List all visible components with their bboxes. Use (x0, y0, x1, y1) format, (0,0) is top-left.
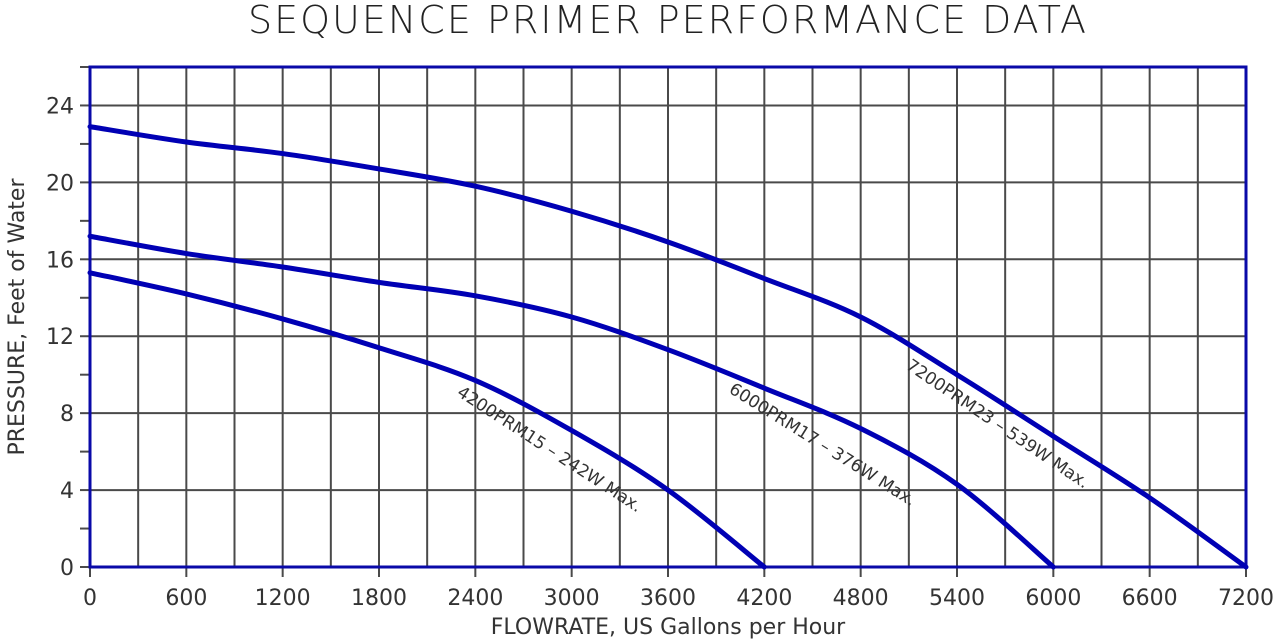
curves (87, 124, 1249, 570)
x-tick-label: 2400 (447, 586, 503, 611)
curve-label-4200prm15: 4200PRM15 – 242W Max. (453, 382, 645, 517)
x-tick-label: 0 (83, 586, 97, 611)
x-axis-label: FLOWRATE, US Gallons per Hour (491, 615, 846, 640)
x-tick-label: 1200 (255, 586, 311, 611)
y-axis-ticks: 0 4 8 12 16 20 24 (46, 66, 90, 581)
curve-6000prm17 (87, 233, 1056, 570)
grid-lines (90, 67, 1246, 567)
plot-frame (88, 65, 1248, 569)
y-axis-label: PRESSURE, Feet of Water (5, 178, 30, 456)
y-tick-label: 0 (60, 556, 74, 581)
x-tick-label: 4200 (736, 586, 792, 611)
y-tick-label: 24 (46, 94, 74, 119)
x-axis-ticks: 0 600 1200 1800 2400 3000 3600 4200 4800 5400 6000… (83, 567, 1274, 611)
y-tick-label: 12 (46, 325, 74, 350)
y-tick-label: 8 (60, 402, 74, 427)
curve-7200prm23 (87, 124, 1249, 570)
chart-title: SEQUENCE PRIMER PERFORMANCE DATA (248, 0, 1088, 42)
x-tick-label: 3000 (544, 586, 600, 611)
x-tick-label: 6000 (1025, 586, 1081, 611)
x-tick-label: 4800 (833, 586, 889, 611)
x-tick-label: 5400 (929, 586, 985, 611)
y-tick-label: 16 (46, 248, 74, 273)
x-tick-label: 7200 (1218, 586, 1274, 611)
x-tick-label: 3600 (640, 586, 696, 611)
curve-label-7200prm23: 7200PRM23 – 539W Max. (902, 356, 1092, 493)
curve-4200prm15 (87, 270, 767, 570)
y-tick-label: 20 (46, 171, 74, 196)
x-tick-label: 1800 (351, 586, 407, 611)
x-tick-label: 6600 (1122, 586, 1178, 611)
y-tick-label: 4 (60, 479, 74, 504)
x-tick-label: 600 (165, 586, 207, 611)
